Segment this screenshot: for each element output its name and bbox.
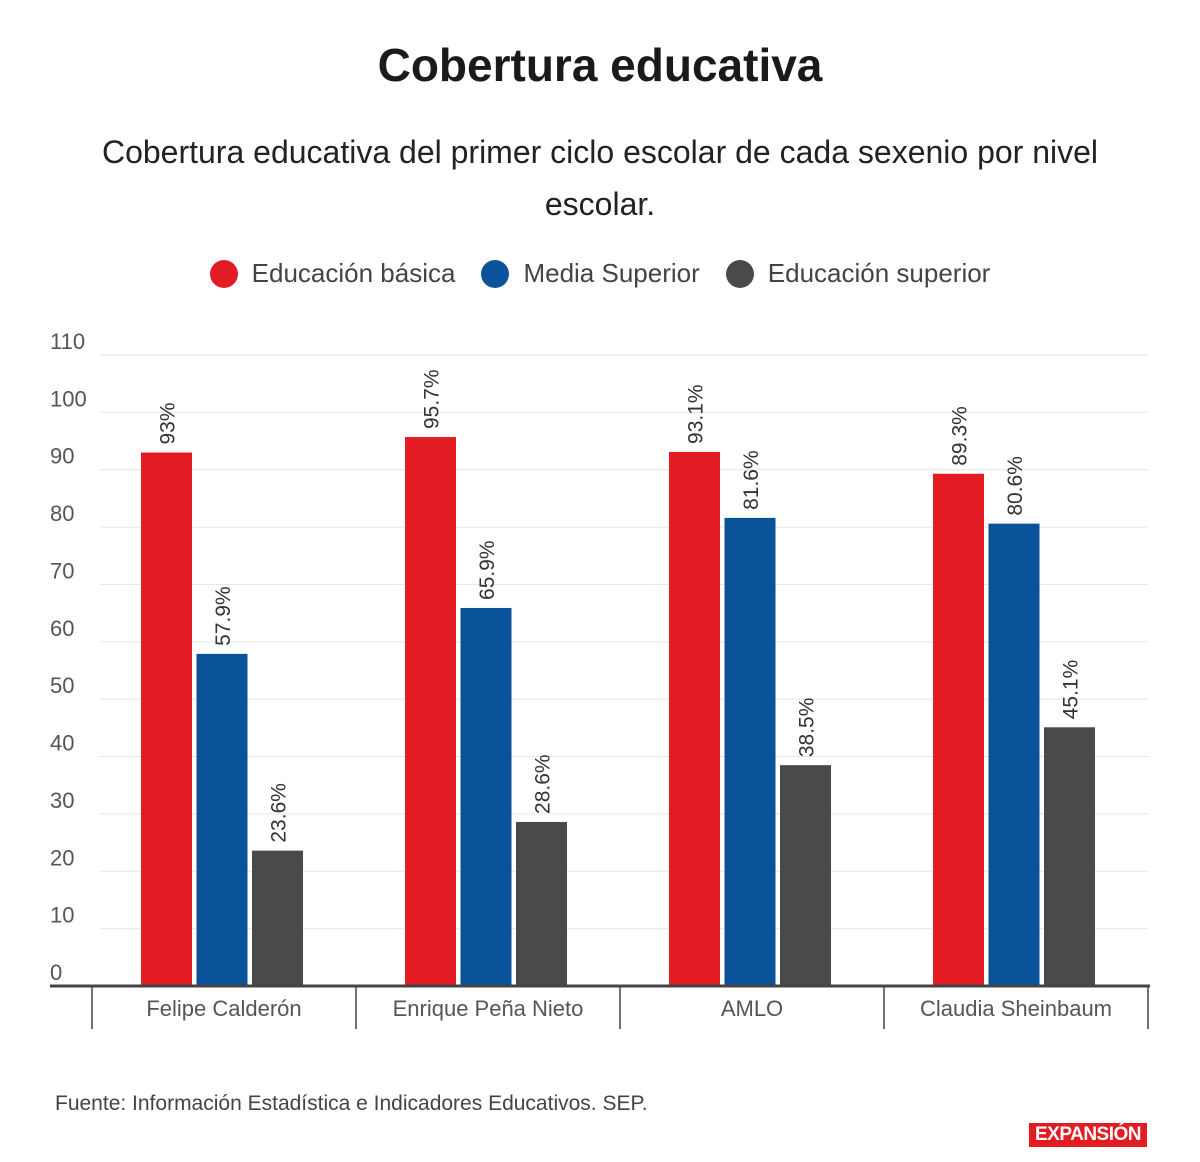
y-tick-label: 20 <box>50 845 74 870</box>
data-label: 80.6% <box>1004 456 1027 516</box>
bar <box>1044 727 1095 986</box>
data-label: 89.3% <box>949 406 972 466</box>
y-tick-label: 30 <box>50 788 74 813</box>
legend-label: Educación básica <box>251 258 456 288</box>
bar <box>724 517 776 986</box>
legend-label: Media Superior <box>523 258 700 288</box>
x-tick-label: Felipe Calderón <box>146 996 301 1021</box>
bar <box>516 821 567 986</box>
chart-subtitle: Cobertura educativa del primer ciclo esc… <box>101 134 1099 222</box>
y-tick-label: 0 <box>50 960 62 985</box>
data-label: 28.6% <box>532 754 555 814</box>
y-tick-label: 40 <box>50 731 74 756</box>
data-label: 93.1% <box>685 384 708 444</box>
legend-swatch <box>209 259 238 288</box>
y-tick-label: 50 <box>50 673 74 698</box>
bar <box>252 850 303 986</box>
data-label: 45.1% <box>1060 660 1083 720</box>
bar <box>669 451 720 986</box>
bar <box>141 452 192 986</box>
legend-item-basica: Educación básica <box>209 258 456 289</box>
expansion-logo: EXPANSIÓN <box>1029 1123 1147 1147</box>
y-tick-label: 90 <box>50 444 74 469</box>
data-label: 81.6% <box>740 450 763 510</box>
bar <box>460 607 512 986</box>
y-tick-label: 100 <box>50 386 87 411</box>
y-tick-label: 10 <box>50 903 74 928</box>
data-label: 23.6% <box>268 783 291 843</box>
legend-swatch <box>481 259 510 288</box>
data-label: 38.5% <box>796 698 819 758</box>
data-label: 57.9% <box>212 586 235 646</box>
data-label: 95.7% <box>421 369 444 429</box>
data-label: 65.9% <box>476 540 499 600</box>
x-tick-label: Enrique Peña Nieto <box>393 996 584 1021</box>
data-label: 93% <box>157 402 180 444</box>
bar <box>196 653 248 986</box>
source-note: Fuente: Información Estadística e Indica… <box>55 1092 648 1115</box>
y-tick-label: 70 <box>50 558 74 583</box>
legend-label: Educación superior <box>767 258 991 288</box>
y-tick-label: 110 <box>50 329 85 354</box>
bar <box>933 473 984 986</box>
legend-item-superior: Educación superior <box>725 258 991 289</box>
x-tick-label: Claudia Sheinbaum <box>920 996 1112 1021</box>
y-tick-label: 60 <box>50 616 74 641</box>
legend: Educación básica Media Superior Educació… <box>0 258 1200 289</box>
bar <box>988 523 1040 986</box>
legend-item-media: Media Superior <box>481 258 700 289</box>
bar <box>405 437 456 986</box>
bar <box>780 765 831 986</box>
legend-swatch <box>725 259 754 288</box>
chart-title: Cobertura educativa <box>377 39 823 91</box>
x-tick-label: AMLO <box>721 996 783 1021</box>
y-tick-label: 80 <box>50 501 74 526</box>
